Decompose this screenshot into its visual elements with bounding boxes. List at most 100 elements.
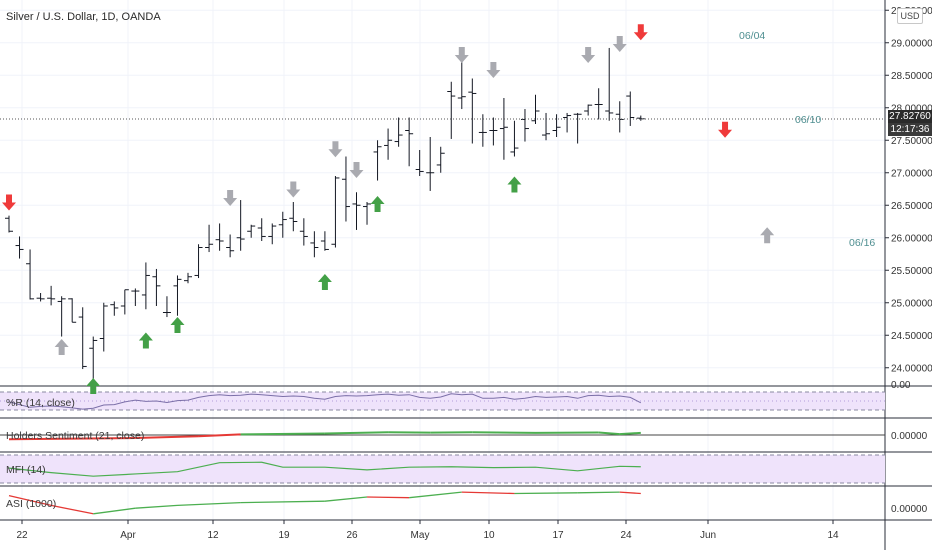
forecast-label-3: 06/16 [849, 237, 876, 249]
ohlc-bar [215, 223, 224, 251]
ohlc-bar [278, 211, 287, 238]
ohlc-bar [373, 140, 382, 181]
signal-arrow-up-gray [760, 227, 775, 244]
signal-arrows [2, 24, 775, 395]
ohlc-bar [394, 117, 403, 147]
asi-line-segment [577, 491, 620, 494]
price-tick-label: 24.50000 [891, 331, 932, 342]
ohlc-bar [468, 78, 477, 144]
signal-arrow-down-gray [328, 141, 343, 158]
time-tick-label: 19 [278, 530, 290, 541]
asi-line-segment [177, 501, 241, 507]
price-tick-label: 27.00000 [891, 168, 932, 179]
ohlc-bar [236, 200, 245, 251]
ohlc-bar [226, 234, 235, 258]
signal-arrow-up-green [86, 378, 101, 395]
ohlc-bar [489, 117, 498, 146]
ohlc-bar [289, 202, 298, 232]
holders-line-segment [598, 431, 620, 436]
ohlc-bar [615, 101, 624, 133]
time-tick-label: 24 [620, 530, 632, 541]
current-price-label: 27.82760 [888, 110, 932, 123]
time-tick-label: 10 [483, 530, 495, 541]
ohlc-bar [499, 98, 508, 160]
ohlc-bar [194, 244, 203, 279]
signal-arrow-up-green [170, 316, 185, 333]
signal-arrow-down-gray [486, 61, 501, 78]
wr-line [8, 393, 642, 410]
ohlc-bar [99, 302, 108, 352]
signal-arrow-up-green [370, 196, 385, 213]
ohlc-bar [542, 112, 551, 141]
ohlc-bar [331, 176, 340, 248]
time-tick-label: 22 [16, 530, 28, 541]
ohlc-bar [405, 117, 414, 167]
ohlc-bar [152, 268, 161, 306]
ohlc-bar [310, 231, 319, 258]
asi-line-segment [461, 491, 515, 495]
signal-arrow-down-red [718, 121, 733, 138]
ohlc-bar [531, 94, 540, 124]
ohlc-bar [257, 218, 266, 241]
signal-arrow-up-green [138, 332, 153, 349]
ohlc-bar [141, 262, 150, 310]
ohlc-bar [57, 296, 66, 337]
ohlc-bar [520, 109, 529, 142]
signal-arrow-down-red [633, 24, 648, 41]
chart-title: Silver / U.S. Dollar, 1D, OANDA [6, 11, 161, 23]
price-tick-label: 24.00000 [891, 363, 932, 374]
ohlc-bar [447, 81, 456, 139]
holders-line-segment [472, 431, 536, 434]
asi-line-segment [514, 492, 578, 495]
grid [0, 0, 885, 525]
ohlc-bar [626, 91, 635, 126]
ohlc-bar [268, 223, 277, 245]
mfi-band [0, 455, 885, 483]
signal-arrow-down-gray [612, 35, 627, 52]
ohlc-bar [457, 59, 466, 110]
forecast-label-2: 06/10 [795, 114, 822, 126]
ohlc-bar [205, 224, 214, 253]
price-tick-label: 27.50000 [891, 136, 932, 147]
time-tick-label: 12 [207, 530, 219, 541]
ohlc-bar [552, 114, 561, 137]
holders-line-segment [240, 432, 325, 436]
ohlc-bar [247, 224, 256, 238]
holders-line-segment [619, 431, 641, 436]
ohlc-bar [78, 307, 87, 370]
ohlc-bar [594, 88, 603, 120]
signal-arrow-down-red [2, 194, 16, 211]
ohlc-bar [47, 285, 56, 306]
holders-sentiment-label[interactable]: Holders Sentiment (21, close) [6, 430, 145, 442]
mfi-line [8, 461, 641, 477]
ohlc-bar [563, 112, 572, 133]
asi-indicator-label[interactable]: ASI (1000) [6, 498, 57, 510]
price-tick-label: 25.00000 [891, 298, 932, 309]
ohlc-bar [320, 231, 329, 251]
ohlc-bar [352, 192, 361, 230]
asi-line-segment [324, 496, 368, 502]
price-tick-label: 26.50000 [891, 201, 932, 212]
indicator-axis-label: 0.00000 [891, 504, 928, 515]
price-tick-label: 25.50000 [891, 266, 932, 277]
asi-line-segment [50, 504, 94, 515]
ohlc-bar [605, 47, 614, 121]
time-tick-label: May [411, 530, 430, 541]
ohlc-bar [573, 112, 582, 144]
holders-line-segment [198, 433, 241, 438]
wr-indicator-label[interactable]: %R (14, close) [6, 397, 75, 409]
holders-line-segment [8, 437, 136, 441]
ohlc-bar [510, 120, 519, 157]
signal-arrow-up-green [317, 274, 332, 291]
currency-badge[interactable]: USD [897, 8, 923, 24]
time-tick-label: 17 [552, 530, 564, 541]
asi-line-segment [367, 496, 410, 499]
signal-arrow-down-gray [286, 181, 301, 198]
holders-line-segment [135, 435, 199, 439]
asi-line-segment [8, 494, 52, 507]
ohlc-bar [426, 137, 435, 191]
ohlc-bar [5, 215, 13, 233]
mfi-indicator-label[interactable]: MFI (14) [6, 464, 46, 476]
ohlc-bar [584, 104, 593, 116]
